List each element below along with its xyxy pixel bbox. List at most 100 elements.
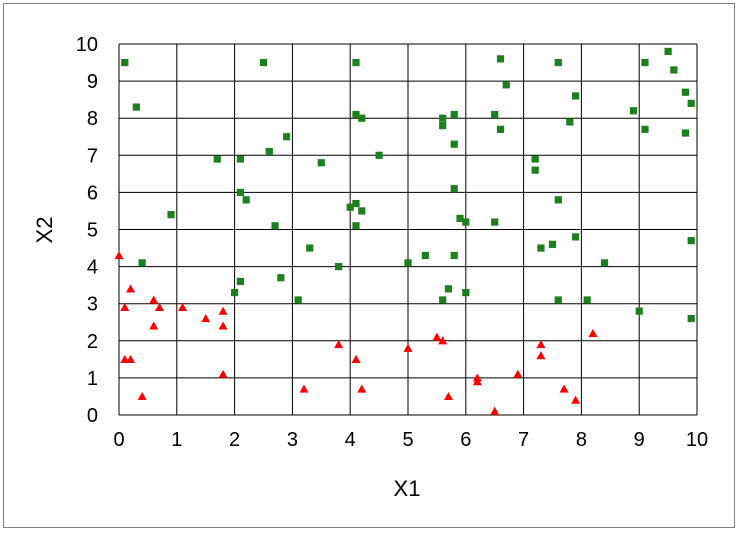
y-tick-labels: 0 1 2 3 4 5 6 7 8 9 10 (76, 34, 98, 427)
square-point (687, 99, 695, 107)
square-point (450, 185, 458, 193)
series-red-triangles (114, 250, 598, 415)
triangle-point (334, 340, 344, 349)
square-point (687, 237, 695, 245)
square-point (265, 147, 273, 156)
square-point (271, 222, 279, 230)
y-tick-label: 1 (87, 368, 98, 390)
x-tick-label: 4 (345, 429, 356, 451)
square-point (670, 66, 678, 74)
square-point (404, 259, 412, 267)
square-point (121, 58, 129, 67)
square-point (450, 251, 458, 260)
triangle-point (218, 369, 228, 378)
triangle-point (126, 284, 136, 293)
y-tick-label: 4 (87, 257, 98, 279)
square-point (236, 277, 244, 286)
x-tick-label: 3 (287, 429, 298, 451)
x-tick-label: 2 (229, 429, 240, 451)
triangle-point (443, 391, 453, 401)
square-point (496, 125, 505, 133)
triangle-point (490, 406, 500, 415)
triangle-point (432, 332, 442, 341)
y-tick-label: 7 (87, 145, 98, 167)
square-point (132, 103, 140, 111)
triangle-point (126, 354, 136, 363)
y-axis-label: X2 (32, 217, 57, 244)
square-point (236, 188, 244, 196)
square-point (259, 58, 268, 67)
x-tick-label: 7 (518, 429, 529, 451)
square-point (444, 285, 453, 293)
square-point (531, 155, 539, 163)
square-point (554, 196, 562, 204)
square-point (439, 114, 447, 122)
square-point (283, 133, 291, 141)
x-tick-label: 9 (634, 429, 645, 451)
square-point (242, 196, 250, 204)
y-tick-label: 8 (87, 108, 98, 130)
triangle-point (120, 302, 130, 312)
square-point (554, 296, 562, 304)
square-point (358, 207, 366, 215)
square-point (554, 58, 562, 67)
square-point (491, 218, 499, 226)
triangle-point (154, 302, 164, 312)
triangle-point (403, 343, 413, 352)
square-point (664, 47, 672, 56)
y-tick-label: 9 (87, 71, 98, 93)
square-point (358, 114, 366, 122)
square-point (681, 129, 690, 137)
triangle-point (536, 351, 546, 360)
square-point (375, 151, 383, 159)
x-axis-label: X1 (394, 476, 421, 501)
square-point (317, 159, 325, 167)
square-point (537, 244, 545, 252)
y-tick-label: 10 (76, 34, 98, 56)
triangle-point (472, 377, 482, 386)
triangle-point (351, 354, 361, 363)
square-point (456, 214, 464, 222)
triangle-point (299, 384, 309, 393)
triangle-point (218, 321, 228, 330)
square-point (572, 92, 580, 100)
square-point (335, 263, 343, 271)
square-point (352, 110, 360, 119)
triangle-point (438, 336, 448, 345)
square-point (641, 125, 649, 133)
square-point (352, 199, 360, 208)
triangle-point (357, 384, 367, 393)
triangle-point (559, 384, 569, 393)
y-tick-label: 3 (87, 294, 98, 316)
square-point (629, 107, 638, 115)
square-point (600, 259, 609, 267)
square-point (213, 155, 221, 163)
triangle-point (120, 354, 130, 363)
square-point (450, 110, 458, 119)
square-point (306, 244, 314, 252)
square-point (439, 122, 447, 130)
chart-frame (3, 3, 735, 528)
square-point (641, 58, 649, 67)
square-point (491, 110, 499, 119)
series-green-squares (121, 47, 695, 323)
square-point (687, 314, 695, 323)
square-point (681, 88, 690, 96)
square-point (138, 259, 146, 267)
square-point (277, 274, 285, 282)
square-point (236, 155, 244, 163)
square-point (231, 288, 239, 297)
square-point (531, 166, 539, 174)
square-point (502, 81, 510, 89)
y-tick-label: 5 (87, 220, 98, 242)
square-point (635, 307, 643, 315)
square-point (566, 118, 574, 126)
triangle-point (114, 250, 124, 260)
triangle-point (178, 302, 188, 312)
triangle-point (571, 395, 581, 404)
square-point (548, 240, 557, 248)
square-point (496, 55, 505, 63)
x-tick-label: 6 (460, 429, 471, 451)
square-point (352, 58, 360, 67)
